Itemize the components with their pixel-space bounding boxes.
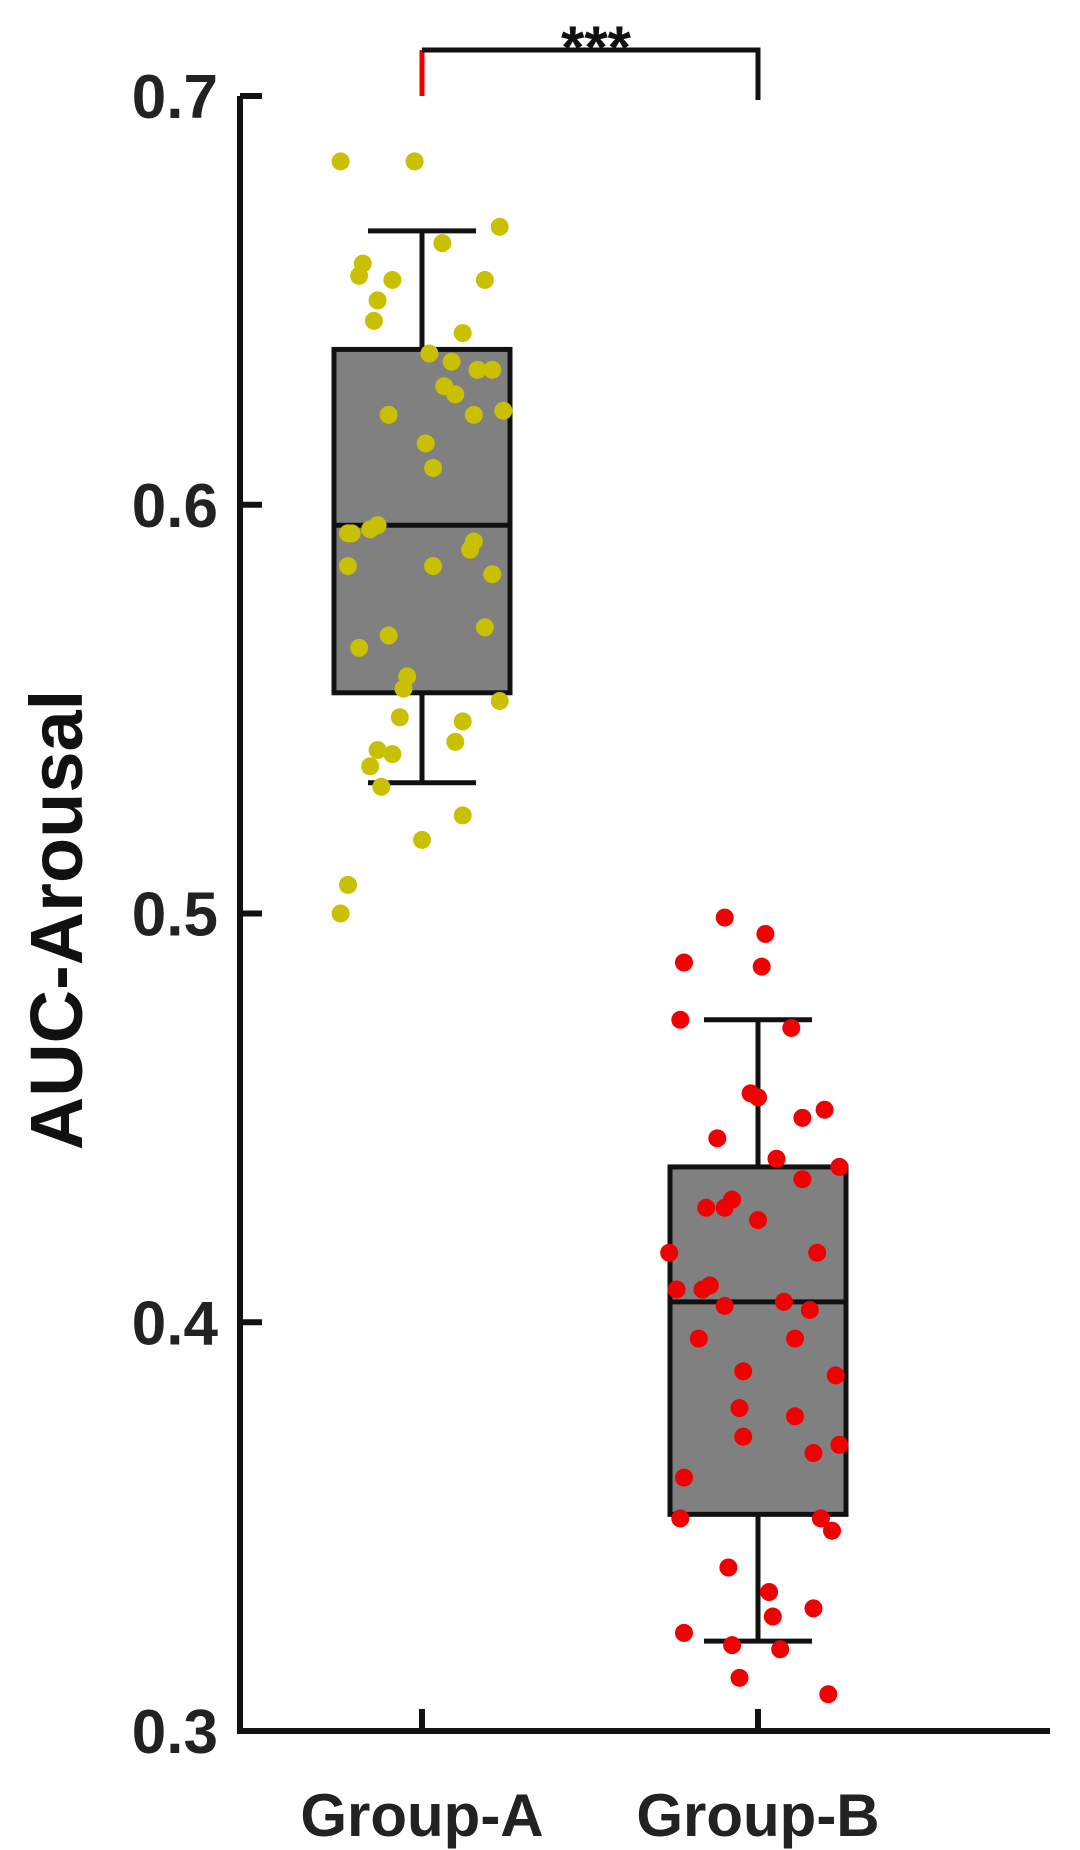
group-b-point xyxy=(763,1607,782,1626)
group-b-point xyxy=(723,1636,742,1655)
group-b-point xyxy=(767,1149,786,1168)
group-b-point xyxy=(700,1276,719,1295)
group-b-point xyxy=(667,1280,686,1299)
group-a-point xyxy=(339,557,357,576)
group-b-point xyxy=(734,1362,753,1381)
group-a-point xyxy=(372,777,391,796)
y-tick-label-0.6: 0.6 xyxy=(132,472,218,541)
group-b-point xyxy=(715,1198,734,1217)
group-b-point xyxy=(830,1435,849,1454)
group-b-point xyxy=(675,953,693,972)
significance-label: *** xyxy=(561,14,632,81)
group-b-point xyxy=(708,1129,727,1148)
group-b-point xyxy=(808,1243,827,1262)
y-tick-label-0.3: 0.3 xyxy=(132,1698,218,1767)
group-b-point xyxy=(793,1108,812,1127)
group-a-point xyxy=(342,524,361,543)
group-b-point xyxy=(819,1685,838,1704)
group-a-point xyxy=(446,385,465,404)
group-a-point xyxy=(433,234,452,253)
group-b-point xyxy=(760,1583,779,1602)
group-a-point xyxy=(453,324,472,343)
group-a-point xyxy=(379,405,398,424)
group-a-point xyxy=(416,434,435,453)
group-a-point xyxy=(390,708,409,727)
group-a-point xyxy=(353,254,372,273)
group-a-box xyxy=(331,346,513,696)
group-b-point xyxy=(826,1366,845,1385)
group-b-point xyxy=(715,908,734,927)
group-a-point xyxy=(361,757,380,776)
x-tick-label-Group-B: Group-B xyxy=(636,1782,879,1849)
group-b-point xyxy=(804,1444,823,1463)
y-tick-label-0.5: 0.5 xyxy=(132,881,218,950)
group-b-point xyxy=(815,1100,834,1119)
group-a-point xyxy=(483,360,502,379)
group-a-point xyxy=(413,830,431,849)
group-a-point xyxy=(475,618,494,637)
group-b-point xyxy=(697,1198,716,1217)
group-a-point xyxy=(350,638,369,657)
group-b-point xyxy=(800,1300,819,1319)
group-a-point xyxy=(490,691,509,710)
group-b-point xyxy=(730,1399,749,1418)
group-b-point xyxy=(771,1640,790,1659)
group-a-point xyxy=(331,904,350,923)
x-tick-label-Group-A: Group-A xyxy=(300,1782,543,1849)
group-a-point xyxy=(424,557,443,576)
group-b-point xyxy=(756,924,775,943)
plot-area: *** xyxy=(331,14,849,1704)
group-b-point xyxy=(749,1211,767,1230)
group-a-point xyxy=(483,565,502,584)
group-a-point xyxy=(424,458,443,477)
group-a-point xyxy=(405,152,424,171)
group-a-point xyxy=(383,745,402,764)
group-b-point xyxy=(830,1157,849,1176)
group-a-point xyxy=(453,712,472,731)
group-a-point xyxy=(442,352,461,371)
group-b-point xyxy=(734,1427,753,1446)
group-b-point xyxy=(823,1521,841,1540)
group-b-point xyxy=(660,1243,679,1262)
group-b-point xyxy=(749,1088,767,1107)
group-a-point xyxy=(368,741,387,759)
group-a-point xyxy=(446,732,465,751)
group-a-point xyxy=(468,360,487,379)
group-a-point xyxy=(453,806,472,825)
group-a-point xyxy=(461,540,480,559)
group-b-point xyxy=(719,1558,738,1577)
group-b-point xyxy=(715,1296,734,1315)
group-b-point xyxy=(774,1292,793,1311)
group-a-point xyxy=(379,626,398,645)
group-a-point xyxy=(490,217,509,236)
group-b-point xyxy=(671,1010,690,1029)
group-a-point xyxy=(364,311,383,330)
group-a-point xyxy=(394,679,413,698)
group-b-point xyxy=(811,1509,830,1528)
group-b-point xyxy=(730,1668,749,1687)
group-b-point xyxy=(689,1329,708,1348)
group-a-point xyxy=(368,291,387,310)
group-b-point xyxy=(675,1468,693,1487)
group-b-point xyxy=(782,1018,801,1037)
group-a-point xyxy=(420,344,439,363)
group-a-point xyxy=(494,401,513,420)
group-b-point xyxy=(752,957,771,976)
group-a-point xyxy=(339,875,357,894)
group-b-point xyxy=(786,1329,804,1348)
group-a-point xyxy=(331,152,350,171)
y-tick-label-0.7: 0.7 xyxy=(132,63,218,132)
group-b-point xyxy=(793,1170,812,1189)
group-b-point xyxy=(786,1407,804,1426)
group-b-point xyxy=(675,1623,693,1642)
y-axis-title: AUC-Arousal xyxy=(15,690,98,1150)
group-a-point xyxy=(361,520,380,539)
group-a-point xyxy=(464,405,483,424)
group-a-point xyxy=(475,270,494,289)
group-b-point xyxy=(671,1509,690,1528)
y-tick-label-0.4: 0.4 xyxy=(132,1289,219,1358)
group-a-point xyxy=(383,270,402,289)
group-b-point xyxy=(804,1599,823,1618)
